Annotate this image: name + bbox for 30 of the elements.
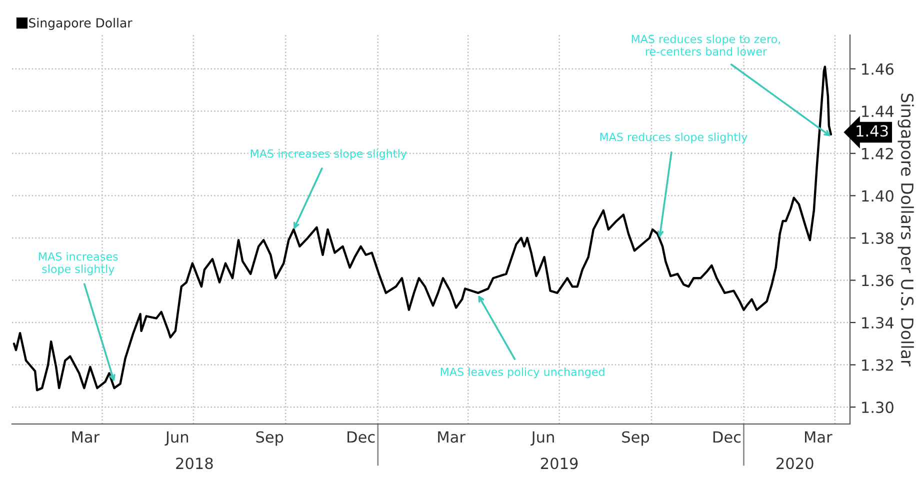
annotation: 1.43	[856, 125, 888, 137]
x-tick-label: Dec	[348, 431, 375, 443]
x2-tick-label: 2018	[176, 458, 213, 470]
x-tick-label: Jun	[530, 431, 554, 446]
y-axis-title: Singapore Dollars per U.S. Dollar	[898, 94, 914, 366]
x-tick-label: Mar	[438, 431, 466, 443]
y-tick-label: 1.32	[862, 359, 893, 371]
y-tick-label: 1.34	[862, 316, 894, 329]
y-tick-label: 1.30	[862, 402, 894, 414]
y-tick-label: 1.36	[862, 274, 894, 286]
x-tick-label: Mar	[72, 431, 100, 443]
line-series	[12, 66, 832, 392]
x2-tick-label: 2020	[776, 458, 814, 470]
x-tick-label: Sep	[256, 431, 284, 446]
annotation: MAS leaves policy unchanged	[440, 367, 604, 378]
y-tick-label: 1.40	[862, 190, 894, 202]
y-tick-label: 1.42	[862, 148, 893, 160]
x-tick-label: Sep	[622, 431, 650, 446]
y-tick-label: 1.46	[862, 63, 894, 75]
y-tick-label: 1.38	[862, 232, 894, 244]
x2-tick-label: 2019	[540, 458, 578, 470]
annotation: MAS increases slope slightly	[250, 149, 407, 160]
annotation: MAS reduces slope slightly	[600, 132, 748, 144]
x-tick-label: Dec	[713, 431, 741, 443]
x-tick-label: Mar	[805, 431, 832, 443]
annotation: MAS reduces slope to zero, re-centers band lower	[632, 34, 780, 56]
annotation: MAS increases slope slightly	[39, 252, 118, 276]
y-tick-label: 1.44	[862, 106, 894, 117]
x-tick-label: Jun	[164, 431, 188, 446]
legend-label: Singapore Dollar	[29, 18, 132, 30]
